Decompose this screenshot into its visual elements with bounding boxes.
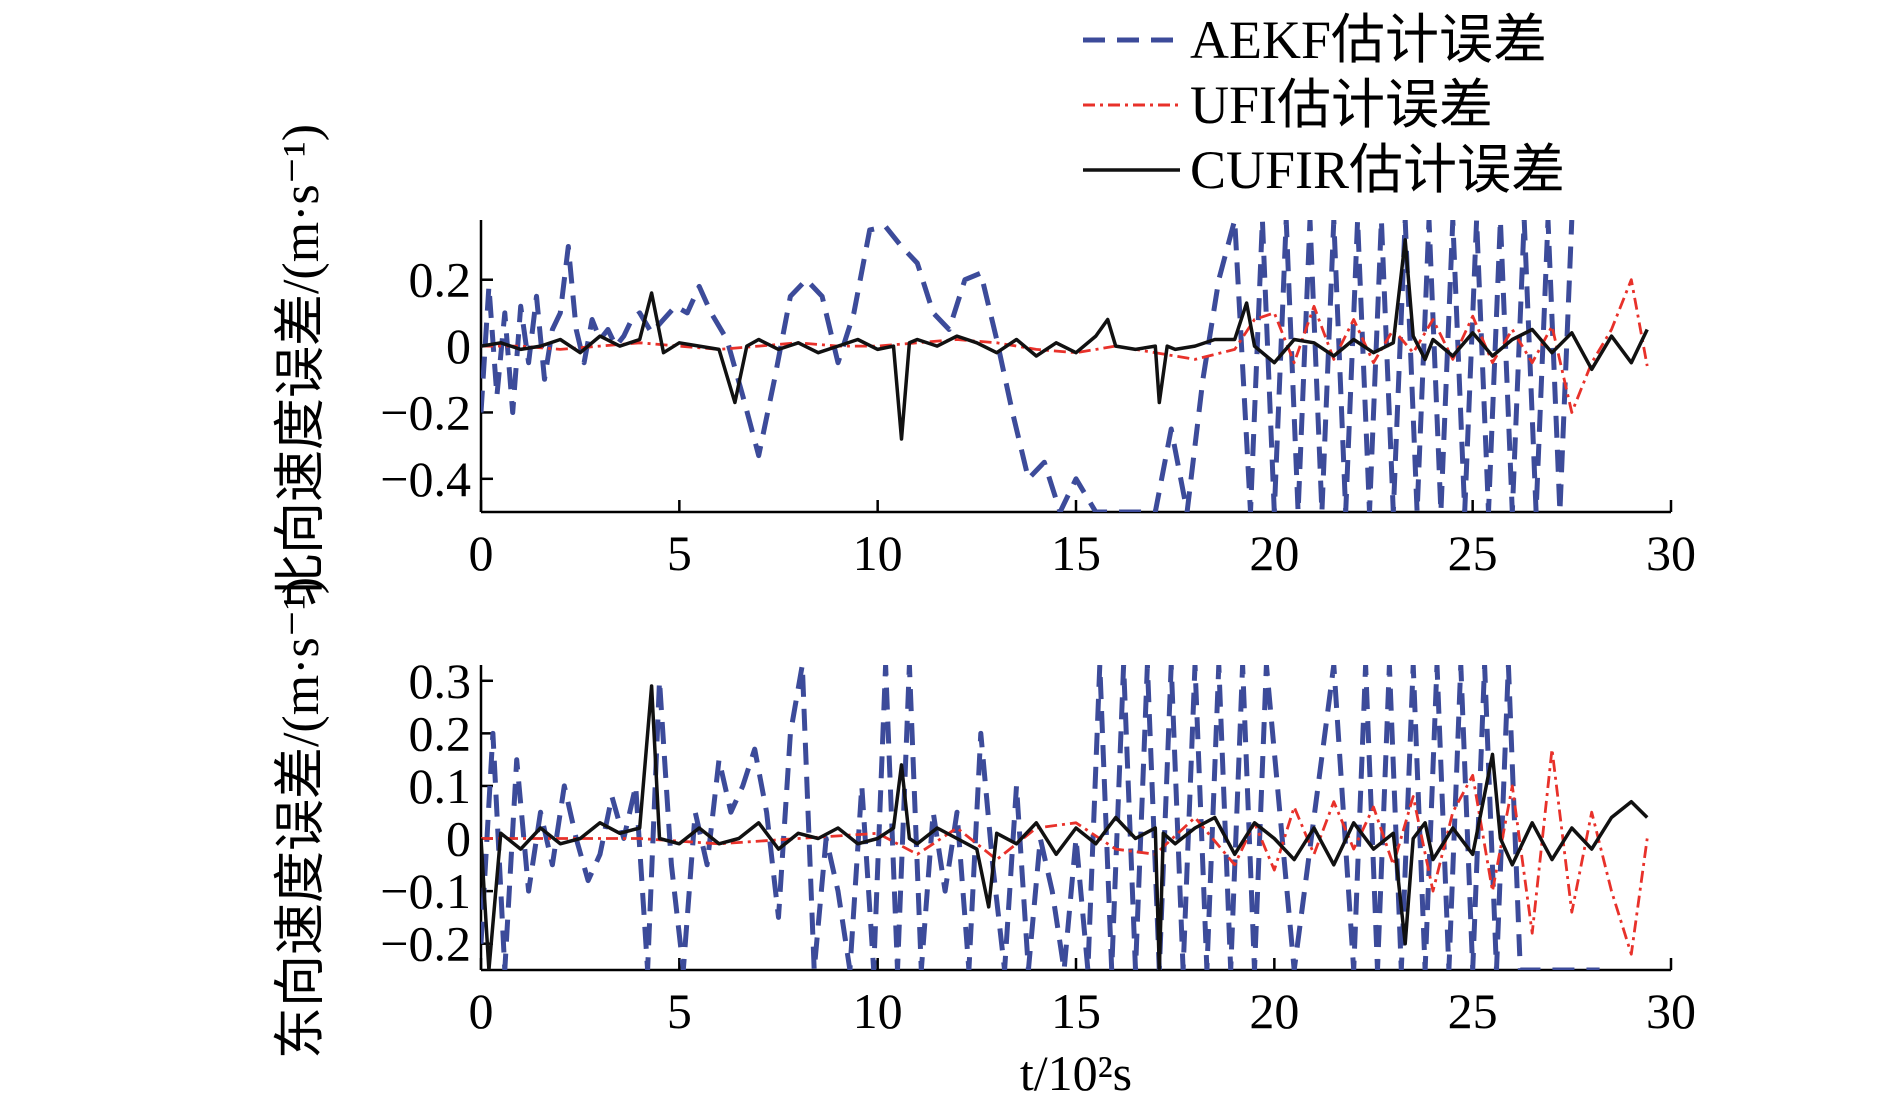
bottom-y-tick-label: 0.1 xyxy=(409,758,472,814)
bottom-x-tick-label: 20 xyxy=(1249,983,1299,1039)
bottom-x-tick-label: 0 xyxy=(469,983,494,1039)
legend-label-ufi: UFI估计误差 xyxy=(1190,75,1493,135)
bottom-x-tick-label: 5 xyxy=(667,983,692,1039)
bottom-series-aekf xyxy=(481,665,1600,970)
top-y-tick-label: −0.2 xyxy=(380,384,471,440)
top-series-ufi xyxy=(481,278,1649,414)
top-x-tick-label: 5 xyxy=(667,525,692,581)
top-x-tick-label: 30 xyxy=(1646,525,1696,581)
legend-label-aekf: AEKF估计误差 xyxy=(1190,10,1547,70)
bottom-y-axis-label: 东向速度误差/(m·s⁻¹) xyxy=(273,577,330,1059)
top-x-tick-label: 10 xyxy=(853,525,903,581)
top-y-tick-label: 0.2 xyxy=(409,252,472,308)
top-y-tick-label: 0 xyxy=(446,318,471,374)
top-x-tick-label: 20 xyxy=(1249,525,1299,581)
bottom-x-tick-label: 25 xyxy=(1448,983,1498,1039)
legend-label-cufir: CUFIR估计误差 xyxy=(1190,140,1565,200)
top-x-tick-label: 0 xyxy=(469,525,494,581)
bottom-y-tick-label: 0.3 xyxy=(409,653,472,709)
bottom-x-tick-label: 10 xyxy=(853,983,903,1039)
legend: AEKF估计误差 UFI估计误差 CUFIR估计误差 xyxy=(1083,10,1565,200)
top-x-tick-label: 15 xyxy=(1051,525,1101,581)
top-x-tick-label: 25 xyxy=(1448,525,1498,581)
bottom-y-tick-label: −0.2 xyxy=(380,916,471,972)
top-series-aekf xyxy=(481,220,1575,512)
bottom-y-tick-label: 0.2 xyxy=(409,705,472,761)
bottom-series-ufi xyxy=(481,747,1649,956)
top-y-tick-label: −0.4 xyxy=(380,451,471,507)
bottom-panel: 0 5 10 15 20 25 30−0.2−0.100.10.20.3 xyxy=(380,653,1696,1039)
top-series-cufir xyxy=(481,238,1649,441)
bottom-y-tick-label: −0.1 xyxy=(380,863,471,919)
svg-text:北向速度误差/(m·s⁻¹): 北向速度误差/(m·s⁻¹) xyxy=(273,124,330,606)
bottom-x-tick-label: 30 xyxy=(1646,983,1696,1039)
bottom-x-tick-label: 15 xyxy=(1051,983,1101,1039)
top-panel: 0 5 10 15 20 25 30 −0.4 −0.2 0 0.2 xyxy=(380,220,1696,581)
bottom-series-cufir xyxy=(481,684,1649,970)
x-axis-label: t/10²s xyxy=(1020,1045,1132,1101)
bottom-y-tick-label: 0 xyxy=(446,811,471,867)
top-y-axis-label: 北向速度误差/(m·s⁻¹) xyxy=(273,124,330,606)
svg-text:东向速度误差/(m·s⁻¹): 东向速度误差/(m·s⁻¹) xyxy=(273,577,330,1059)
